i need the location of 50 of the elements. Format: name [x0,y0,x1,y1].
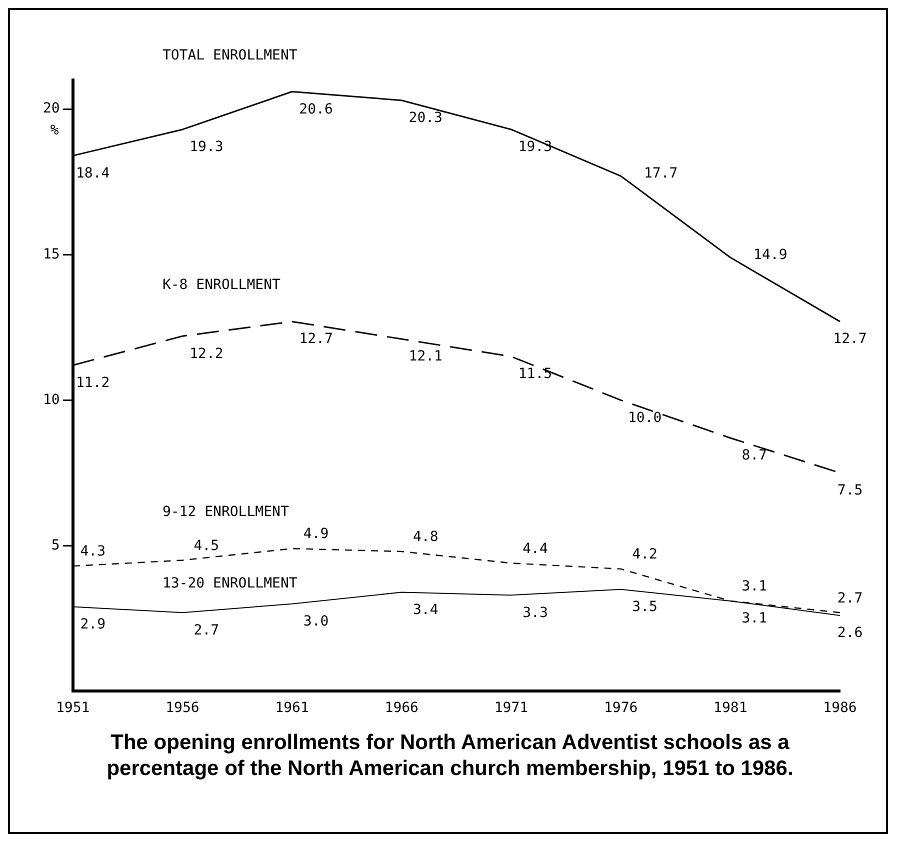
data-label: 14.9 [754,247,788,264]
data-label: 20.3 [408,110,442,126]
text: TOTAL ENROLLMENT [162,47,298,64]
data-label: 4.2 [632,546,658,563]
data-label: 4.5 [194,538,220,554]
y-tick-label: 20 [43,100,60,117]
text: The opening enrollments for North American Adventist schools as a percentage of the North American church membership, 1951 to 1986. [106,730,794,782]
data-label: 4.4 [522,540,548,557]
text: K-8 ENROLLMENT [162,277,282,294]
data-label: 12.7 [833,331,867,348]
data-label: 4.8 [412,529,438,546]
data-label: 7.5 [837,482,863,499]
data-label: 2.7 [194,622,220,638]
data-label: 11.2 [76,374,110,391]
x-tick-label: 1986 [823,700,857,716]
x-tick-label: 1981 [714,700,748,716]
series-label: 13-20 ENROLLMENT [162,576,298,592]
data-label: 19.3 [518,139,552,156]
data-label: 4.9 [303,526,329,542]
data-label: 2.6 [837,625,863,642]
data-label: 4.3 [80,544,106,560]
data-label: 3.0 [303,614,329,630]
data-label: 3.1 [742,610,768,627]
data-label: 8.7 [742,448,768,464]
x-tick-label: 1966 [384,700,418,716]
y-axis-title: % [50,122,60,139]
x-tick-label: 1961 [275,700,309,716]
data-label: 19.3 [190,139,224,156]
data-label: 2.7 [837,590,863,606]
data-label: 3.3 [522,604,548,621]
data-label: 12.7 [299,331,333,348]
x-tick-label: 1951 [56,700,90,716]
x-tick-label: 1971 [494,700,528,716]
data-label: 20.6 [299,101,333,118]
x-tick-label: 1976 [604,700,638,716]
y-tick-label: 5 [51,537,60,554]
data-label: 10.0 [628,410,662,426]
data-label: 2.9 [80,616,106,632]
data-label: 11.5 [518,366,552,382]
data-label: 17.7 [644,166,678,182]
data-label: 12.1 [408,348,442,365]
data-label: 18.4 [76,165,110,182]
x-tick-label: 1956 [166,700,200,716]
text: 9-12 ENROLLMENT [162,504,290,520]
y-tick-label: 15 [43,246,60,262]
data-label: 3.5 [632,598,658,615]
data-label: 12.2 [190,346,224,362]
y-tick-label: 10 [43,392,60,408]
data-label: 3.4 [412,602,438,618]
data-label: 3.1 [742,578,768,595]
